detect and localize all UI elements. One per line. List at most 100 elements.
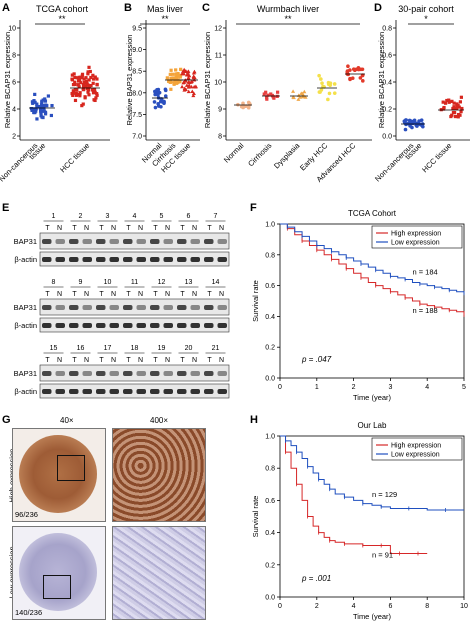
scatter-c-point	[350, 76, 355, 81]
scatter-d-point	[455, 104, 459, 108]
km-ylabel: Survival rate	[251, 496, 260, 538]
scatter-d-point	[408, 124, 412, 128]
ihc-high-low-mag-image: 96/236	[12, 428, 106, 522]
scatter-c-point	[358, 67, 363, 72]
scatter-c-ytick-label: 10	[214, 80, 222, 87]
scatter-a-point	[75, 76, 79, 80]
scatter-b-point	[152, 100, 157, 104]
scatter-c-point	[346, 64, 350, 69]
blot-n-label: N	[84, 357, 89, 364]
blot-sample-number: 5	[160, 213, 164, 220]
km-xtick-label: 4	[352, 603, 356, 610]
scatter-a-point	[86, 70, 90, 74]
km-series-line	[280, 435, 428, 555]
blot-t-label: T	[153, 225, 158, 232]
blot-sample-number: 17	[104, 345, 112, 352]
scatter-d-ytick-label: 0.8	[382, 26, 392, 33]
scatter-c-point	[348, 76, 352, 81]
scatter-a-point	[73, 75, 77, 80]
scatter-d-point	[450, 99, 454, 103]
scatter-b-point	[175, 77, 179, 81]
scatter-a-point	[39, 111, 43, 115]
km-n-label: n = 91	[372, 550, 393, 559]
scatter-a-point	[86, 90, 90, 94]
scatter-b: Mas liver ** Relative BAP31 expression 7…	[125, 4, 200, 174]
scatter-c-xlabel-1: Cirrhosis	[246, 141, 273, 168]
scatter-a-point	[83, 81, 87, 85]
scatter-a-point	[39, 109, 43, 113]
km-ytick-label: 1.0	[265, 434, 275, 441]
scatter-b-point	[193, 84, 198, 88]
scatter-a-point	[41, 115, 45, 120]
scatter-a-point	[81, 87, 85, 91]
scatter-d-point	[445, 98, 449, 103]
blot-t-label: T	[207, 357, 212, 364]
scatter-d-point	[443, 101, 448, 105]
scatter-b-ytick-label: 9.5	[132, 26, 142, 33]
scatter-a-title: TCGA cohort	[36, 4, 89, 14]
blot-n-label: N	[192, 225, 197, 232]
km-ytick-label: 0.8	[265, 466, 275, 473]
blot-n-label: N	[219, 291, 224, 298]
km-chart-h: Our Lab 0 2 4 6 8 10 0.0 0.2 0.4 0.6 0.8 1.0 Time (ye…	[251, 421, 468, 621]
km-ytick-label: 0.8	[265, 252, 275, 259]
scatter-b-point	[168, 80, 172, 84]
scatter-b-point	[185, 76, 190, 81]
scatter-c-point	[351, 67, 356, 72]
scatter-b-ytick-label: 8.0	[132, 90, 142, 97]
scatter-a-point	[43, 99, 48, 103]
scatter-c-title: Wurmbach liver	[257, 4, 319, 14]
scatter-a-point	[29, 106, 34, 111]
scatter-b-ytick-label: 9.0	[132, 47, 142, 54]
blot-sample-number: 18	[131, 345, 139, 352]
scatter-b-point	[176, 71, 180, 76]
blot-t-label: T	[180, 357, 185, 364]
scatter-b-point	[191, 93, 196, 98]
blot-t-label: T	[72, 357, 77, 364]
scatter-d-point	[452, 105, 456, 109]
scatter-a-point	[95, 77, 99, 81]
scatter-a-point	[83, 96, 87, 100]
ihc-mag-low: 40×	[60, 416, 74, 425]
blot-n-label: N	[219, 225, 224, 232]
scatter-b-ylabel: Relative BAP31 expression	[125, 35, 134, 126]
scatter-c-point	[332, 91, 337, 95]
scatter-d-xlabel-0: Non-cancerous	[373, 141, 416, 184]
scatter-a-point	[76, 92, 80, 97]
scatter-c-point	[361, 79, 365, 83]
scatter-a-point	[35, 104, 39, 108]
km-legend-entry: Low expression	[391, 452, 440, 459]
scatter-a-point	[70, 91, 74, 96]
scatter-b-point	[153, 92, 157, 97]
blot-protein-label: BAP31	[14, 303, 37, 312]
scatter-c-point	[239, 104, 244, 109]
ihc-mag-high: 400×	[150, 416, 169, 425]
ihc-panel: 40× 400× High expression Low expression …	[0, 414, 245, 624]
scatter-a-point	[35, 102, 39, 106]
scatter-b-point	[182, 67, 187, 72]
blot-n-label: N	[57, 225, 62, 232]
scatter-d-point	[404, 122, 408, 127]
blot-sample-number: 14	[212, 279, 220, 286]
scatter-b-point	[174, 68, 178, 72]
scatter-a-point	[70, 78, 75, 82]
scatter-c-point	[266, 93, 270, 97]
scatter-a-point	[76, 83, 80, 87]
blot-n-label: N	[165, 291, 170, 298]
scatter-a-point	[70, 73, 74, 77]
km-n-label: n = 184	[412, 268, 437, 277]
panel-letter-b: B	[124, 2, 132, 14]
scatter-b-title: Mas liver	[147, 4, 183, 14]
blot-t-label: T	[72, 291, 77, 298]
scatter-a-ytick-label: 4	[12, 107, 16, 114]
scatter-a-point	[92, 87, 97, 92]
km-xtick-label: 2	[315, 603, 319, 610]
scatter-a-point	[80, 75, 84, 80]
blot-sample-number: 19	[158, 345, 166, 352]
blot-sample-number: 1	[52, 213, 56, 220]
blot-sample-number: 15	[50, 345, 58, 352]
scatter-a-point	[74, 91, 78, 96]
scatter-a: TCGA cohort ** Relative BCAP31 expressio…	[0, 4, 110, 183]
blot-n-label: N	[111, 357, 116, 364]
